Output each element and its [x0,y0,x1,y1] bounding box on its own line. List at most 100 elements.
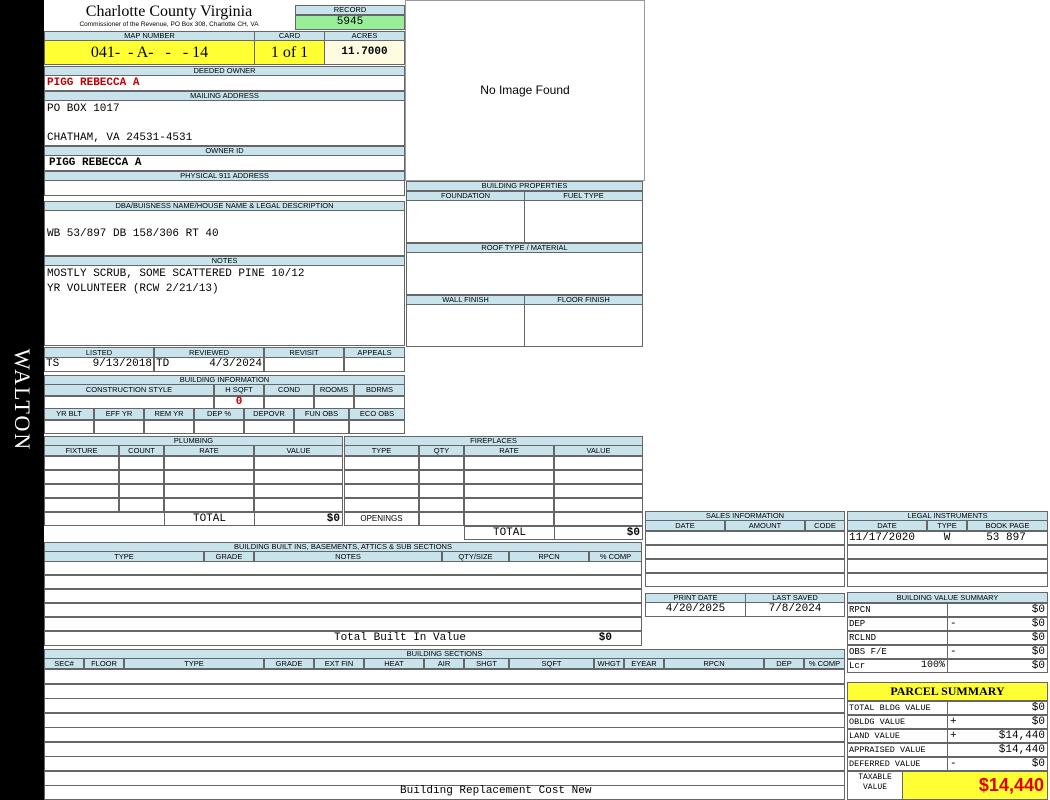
vs-title: BUILDING VALUE SUMMARY [847,592,1048,603]
bi-header: COND [264,384,314,396]
fireplaces-cell [464,512,554,526]
card-value: 1 of 1 [254,40,325,65]
vs-value: $0 [1031,646,1045,658]
sales-row [645,545,845,559]
li-header: BOOK PAGE [967,520,1048,531]
vs-label: DEP [849,619,866,629]
taxable-value: $14,440 [902,771,1048,800]
builtins-total-box [44,631,642,646]
sections-header: EXT FIN [314,658,364,669]
plumbing-header: COUNT [119,445,164,456]
sales-row [645,573,845,587]
plumbing-cell [44,456,119,470]
mailing-line: CHATHAM, VA 24531-4531 [47,132,193,144]
plumbing-header: FIXTURE [44,445,119,456]
sections-row [44,727,845,742]
mailing-box [44,100,405,146]
fireplaces-cell [344,498,419,512]
review-cell [264,357,344,372]
sections-row [44,698,845,713]
bi-header: FUN OBS [294,408,349,420]
sections-row [44,669,845,684]
vs-label: RPCN [849,605,871,615]
plumbing-total-box [254,512,343,526]
ps-label: DEFERRED VALUE [849,759,921,769]
sections-header: WHGT [594,658,624,669]
bi-header: ECO OBS [349,408,405,420]
bp-box [406,200,525,243]
fireplaces-cell [464,484,554,498]
map-value: 041- - A- - - 14 [44,40,255,65]
sections-header: EYEAR [624,658,664,669]
plumbing-total-label: TOTAL [192,513,226,525]
builtins-row [44,603,642,617]
taxable-label: TAXABLE VALUE [858,773,892,792]
fireplaces-header: TYPE [344,445,419,456]
fireplaces-cell [344,456,419,470]
vs-label: RCLND [849,633,877,643]
sections-header: GRADE [264,658,314,669]
hsqft: 0 [235,396,243,408]
ps-sign: - [950,758,957,770]
plumbing-cell [44,498,119,512]
li-row [847,573,1048,587]
vs-label: Lcr [849,661,866,671]
li-row [847,545,1048,559]
bi-cell [94,420,144,434]
plumbing-header: RATE [164,445,254,456]
plumbing-cell [164,484,254,498]
plumbing-cell [164,456,254,470]
sections-header: RPCN [664,658,764,669]
fireplaces-cell [464,498,554,512]
legal-desc-box [44,210,405,256]
fireplaces-cell [344,484,419,498]
deeded-owner: PIGG REBECCA A [47,77,140,89]
owner-id-box [44,155,405,171]
sections-row [44,756,845,771]
notes-line: MOSTLY SCRUB, SOME SCATTERED PINE 10/12 [47,268,305,280]
li-header: TYPE [927,520,967,531]
fireplaces-cell [554,498,643,512]
sales-header: AMOUNT [725,520,805,531]
builtins-total-label: Total Built In Value [333,632,467,644]
fireplaces-header: QTY [419,445,464,456]
vs-value: $0 [1031,604,1045,616]
vs-sign: - [950,618,957,630]
bi-header: CONSTRUCTION STYLE [44,384,214,396]
ps-value-cell [947,757,1048,771]
subtitle: Commissioner of the Revenue, PO Box 308,… [79,21,259,28]
sidebar-label: WALTON [10,348,35,452]
bi-cell [194,420,244,434]
fireplaces-cell [554,456,643,470]
li-row [847,559,1048,573]
sections-header: SEC# [44,658,84,669]
plumbing-cell [119,498,164,512]
bi-header: ROOMS [314,384,354,396]
plumbing-cell [44,484,119,498]
li-type: W [943,532,951,544]
builtins-row [44,561,642,575]
openings-label: OPENINGS [360,514,403,523]
ps-value: $0 [1031,702,1045,714]
vs-value-cell [947,617,1048,631]
sales-header: DATE [645,520,725,531]
sections-header: HEAT [364,658,424,669]
vs-value: $0 [1031,632,1045,644]
bi-header: H SQFT [214,384,264,396]
bi-cell [349,420,405,434]
ps-label: TOTAL BLDG VALUE [849,703,931,713]
fireplaces-total-box [554,526,643,540]
bi-header: DEP % [194,408,244,420]
review-cell [154,357,264,372]
reviewed-by: TD [156,358,170,370]
bi-cell [294,420,349,434]
bi-header: YR BLT [44,408,94,420]
fireplaces-cell [554,512,643,526]
plumbing-cell [254,470,343,484]
review-cell [344,357,405,372]
vs-value-cell [947,631,1048,645]
fireplaces-cell [419,456,464,470]
bi-header: REM YR [144,408,194,420]
builtins-row [44,575,642,589]
